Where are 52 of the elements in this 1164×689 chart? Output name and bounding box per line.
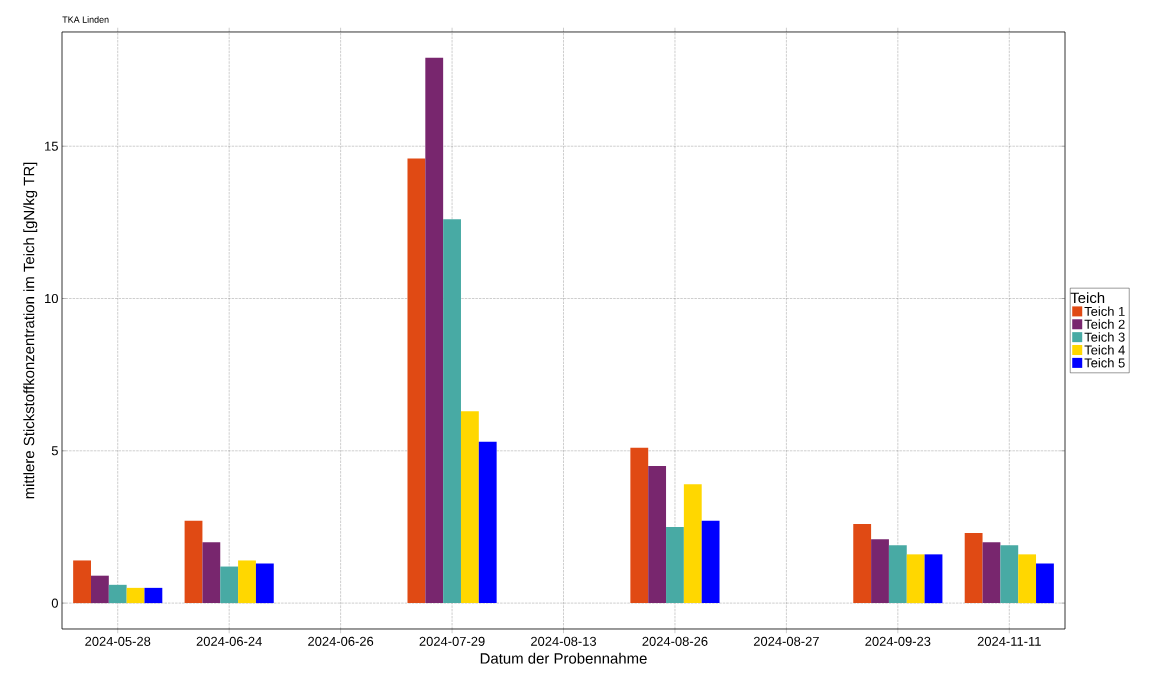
chart-title: TKA Linden xyxy=(62,16,109,23)
bar xyxy=(666,526,684,604)
bar xyxy=(443,219,461,604)
legend-label: Teich 5 xyxy=(1084,357,1125,368)
bar xyxy=(220,566,239,604)
y-tick-label: 10 xyxy=(45,293,58,304)
y-tick-label: 15 xyxy=(45,141,58,151)
y-tick-label: 5 xyxy=(51,446,58,456)
bar xyxy=(888,545,907,604)
bar xyxy=(425,57,444,604)
y-tick-label: 0 xyxy=(51,598,58,608)
bar xyxy=(871,539,889,604)
x-tick-label: 2024-05-28 xyxy=(85,636,151,646)
bar xyxy=(90,575,109,604)
bar xyxy=(924,554,943,604)
y-axis-title: mittlere Stickstoffkonzentration im Teich [gN/kg TR] xyxy=(23,162,38,499)
bar xyxy=(1018,554,1037,604)
bar xyxy=(964,533,983,604)
bar xyxy=(202,542,221,604)
bar xyxy=(238,560,256,604)
x-tick-label: 2024-06-24 xyxy=(196,636,262,646)
bar xyxy=(126,587,145,604)
x-tick-label: 2024-08-26 xyxy=(642,636,708,646)
bar xyxy=(982,542,1001,604)
bar xyxy=(630,447,649,604)
x-tick-label: 2024-11-11 xyxy=(977,636,1041,646)
x-tick-label: 2024-09-23 xyxy=(865,636,931,646)
bar xyxy=(460,411,479,604)
bar xyxy=(407,158,426,604)
x-tick-label: 2024-08-13 xyxy=(531,636,597,646)
bar xyxy=(255,563,274,604)
legend-label: Teich 1 xyxy=(1084,306,1125,316)
x-axis-title: Datum der Probennahme xyxy=(480,652,647,664)
legend-title: Teich xyxy=(1070,292,1105,304)
bar xyxy=(683,484,702,604)
x-tick-label: 2024-07-29 xyxy=(419,636,485,646)
bar xyxy=(906,554,925,604)
bar xyxy=(73,560,91,604)
bar xyxy=(1036,563,1054,604)
x-tick-label: 2024-06-26 xyxy=(308,636,374,646)
legend-label: Teich 3 xyxy=(1084,332,1125,342)
legend-label: Teich 4 xyxy=(1084,345,1125,355)
bar xyxy=(184,520,203,604)
bar xyxy=(478,441,497,604)
bar xyxy=(1000,545,1019,604)
bar xyxy=(701,520,720,604)
bar xyxy=(648,466,667,604)
bar xyxy=(108,584,127,604)
bar xyxy=(144,587,163,604)
legend-label: Teich 2 xyxy=(1084,319,1125,329)
x-tick-label: 2024-08-27 xyxy=(753,636,819,646)
bar xyxy=(853,523,872,604)
